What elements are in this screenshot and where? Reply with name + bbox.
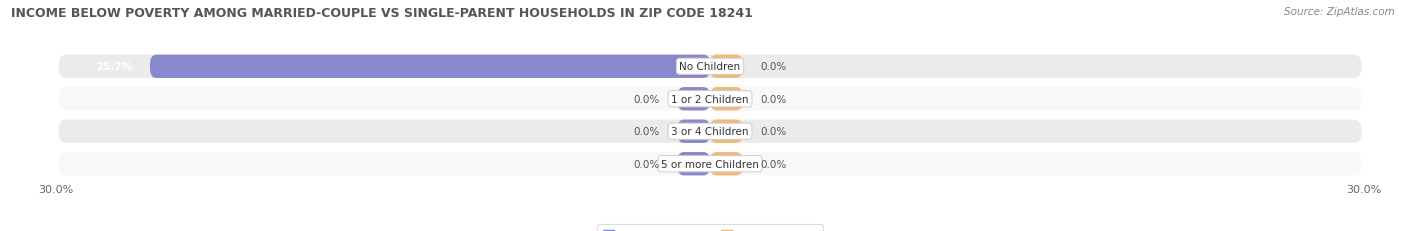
FancyBboxPatch shape: [678, 88, 710, 111]
FancyBboxPatch shape: [59, 55, 1361, 79]
Text: 5 or more Children: 5 or more Children: [661, 159, 759, 169]
Text: 25.7%: 25.7%: [96, 62, 132, 72]
Text: 0.0%: 0.0%: [761, 127, 786, 137]
Text: 0.0%: 0.0%: [634, 159, 659, 169]
FancyBboxPatch shape: [710, 152, 742, 176]
Text: Source: ZipAtlas.com: Source: ZipAtlas.com: [1284, 7, 1395, 17]
Text: 1 or 2 Children: 1 or 2 Children: [671, 94, 749, 104]
Text: INCOME BELOW POVERTY AMONG MARRIED-COUPLE VS SINGLE-PARENT HOUSEHOLDS IN ZIP COD: INCOME BELOW POVERTY AMONG MARRIED-COUPL…: [11, 7, 754, 20]
FancyBboxPatch shape: [678, 120, 710, 143]
FancyBboxPatch shape: [710, 120, 742, 143]
Legend: Married Couples, Single Parents: Married Couples, Single Parents: [598, 224, 823, 231]
FancyBboxPatch shape: [59, 88, 1361, 111]
FancyBboxPatch shape: [150, 55, 710, 79]
Text: 3 or 4 Children: 3 or 4 Children: [671, 127, 749, 137]
FancyBboxPatch shape: [59, 120, 1361, 143]
Text: 0.0%: 0.0%: [761, 159, 786, 169]
Text: 0.0%: 0.0%: [634, 94, 659, 104]
Text: 0.0%: 0.0%: [761, 62, 786, 72]
FancyBboxPatch shape: [678, 152, 710, 176]
Text: 0.0%: 0.0%: [761, 94, 786, 104]
Text: 0.0%: 0.0%: [634, 127, 659, 137]
FancyBboxPatch shape: [59, 152, 1361, 176]
FancyBboxPatch shape: [710, 55, 742, 79]
Text: No Children: No Children: [679, 62, 741, 72]
FancyBboxPatch shape: [710, 88, 742, 111]
